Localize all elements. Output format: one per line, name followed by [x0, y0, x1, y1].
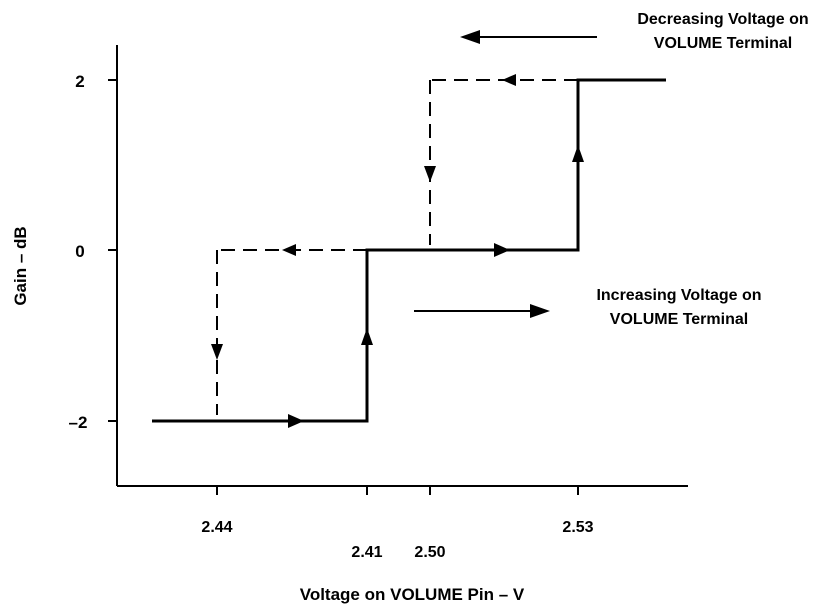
y-tick-label: –2	[69, 413, 88, 432]
series-increasing	[152, 78, 666, 423]
annotation-increasing-line1: Increasing Voltage on	[596, 287, 761, 304]
x-tick-label: 2.53	[562, 519, 593, 536]
annotation-decreasing-line1: Decreasing Voltage on	[637, 11, 808, 28]
x-axis-title: Voltage on VOLUME Pin – V	[300, 585, 525, 604]
y-tick-label: 0	[75, 242, 84, 261]
series-decreasing-arrow	[282, 244, 296, 256]
annotation-increasing-line2: VOLUME Terminal	[610, 311, 748, 328]
series-decreasing-arrow	[424, 166, 436, 182]
annotation-decreasing-line2: VOLUME Terminal	[654, 35, 792, 52]
right-arrow-icon	[530, 304, 550, 318]
left-arrow-icon	[460, 30, 480, 44]
y-axis-title: Gain – dB	[11, 226, 30, 305]
x-tick-label: 2.44	[201, 519, 232, 536]
x-tick-label: 2.50	[414, 544, 445, 561]
series-decreasing-arrow	[502, 74, 516, 86]
series-increasing-arrow	[361, 328, 373, 345]
y-tick-label: 2	[75, 72, 84, 91]
series-increasing-arrow	[572, 145, 584, 162]
x-tick-label: 2.41	[351, 544, 382, 561]
series-decreasing-arrow	[211, 344, 223, 360]
series-increasing-arrow	[494, 243, 510, 257]
series-increasing-arrow	[288, 414, 304, 428]
series-decreasing	[216, 79, 578, 415]
